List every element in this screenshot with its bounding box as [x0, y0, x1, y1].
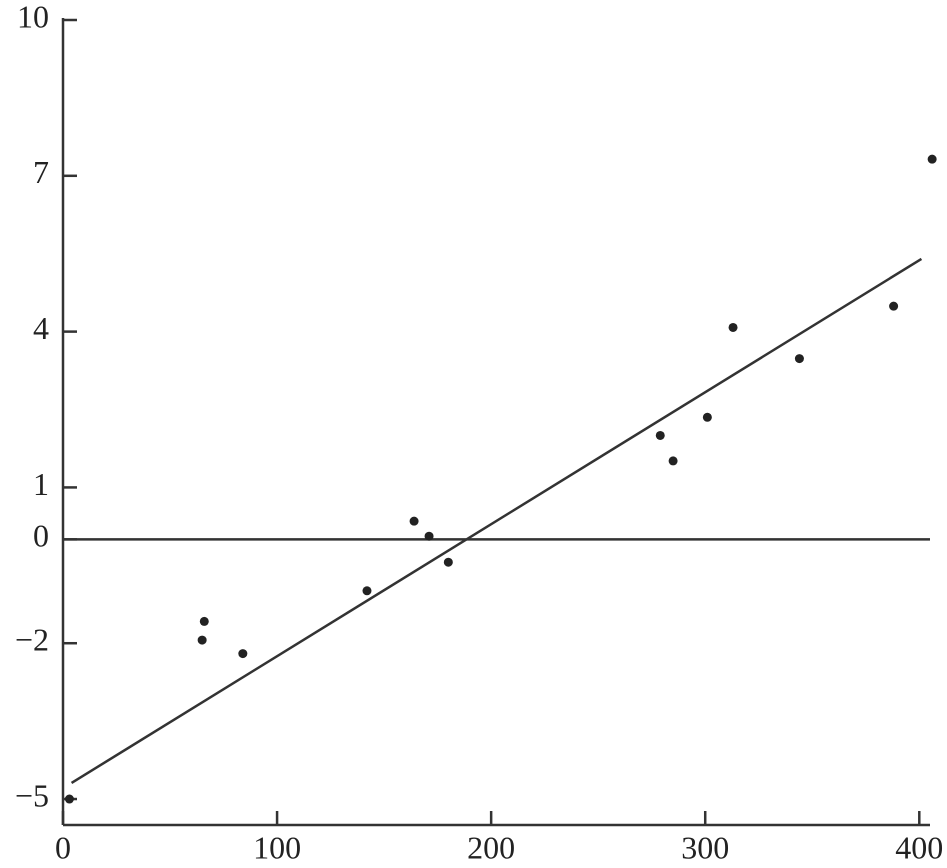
point: [197, 635, 207, 645]
point: [655, 430, 665, 440]
x-tick-label: 200: [467, 829, 515, 865]
point: [794, 354, 804, 364]
y-tick-label: 0: [33, 518, 49, 554]
point: [64, 794, 74, 804]
point: [362, 586, 372, 596]
fit-line: [70, 257, 923, 784]
point: [443, 557, 453, 567]
point: [238, 649, 248, 659]
x-tick-label: 0: [55, 829, 71, 865]
y-tick-label: 1: [33, 466, 49, 502]
point: [409, 516, 419, 526]
point: [889, 301, 899, 311]
y-tick-label: −2: [15, 622, 49, 658]
y-tick-label: 4: [33, 310, 49, 346]
x-tick-label: 300: [681, 829, 729, 865]
point: [199, 616, 209, 626]
y-tick-label: −5: [15, 777, 49, 813]
point: [668, 456, 678, 466]
y-tick-label: 10: [17, 0, 49, 34]
x-tick-label: 400: [895, 829, 943, 865]
point: [702, 412, 712, 422]
x-tick-label: 100: [253, 829, 301, 865]
point: [728, 322, 738, 332]
point: [927, 154, 937, 164]
point: [424, 531, 434, 541]
y-tick-label: 7: [33, 154, 49, 190]
